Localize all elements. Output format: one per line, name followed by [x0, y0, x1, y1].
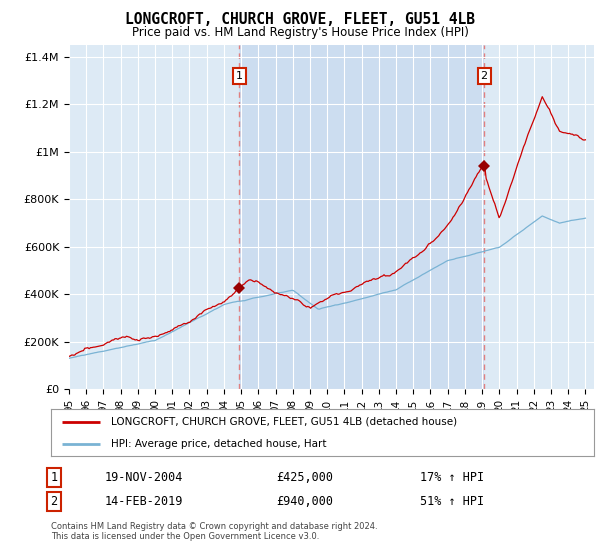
Text: LONGCROFT, CHURCH GROVE, FLEET, GU51 4LB: LONGCROFT, CHURCH GROVE, FLEET, GU51 4LB: [125, 12, 475, 27]
Text: HPI: Average price, detached house, Hart: HPI: Average price, detached house, Hart: [111, 438, 326, 449]
Text: 19-NOV-2004: 19-NOV-2004: [105, 470, 184, 484]
Text: 2: 2: [50, 494, 58, 508]
Text: Contains HM Land Registry data © Crown copyright and database right 2024.
This d: Contains HM Land Registry data © Crown c…: [51, 522, 377, 542]
Text: LONGCROFT, CHURCH GROVE, FLEET, GU51 4LB (detached house): LONGCROFT, CHURCH GROVE, FLEET, GU51 4LB…: [111, 417, 457, 427]
Text: 17% ↑ HPI: 17% ↑ HPI: [420, 470, 484, 484]
Text: 14-FEB-2019: 14-FEB-2019: [105, 494, 184, 508]
Text: Price paid vs. HM Land Registry's House Price Index (HPI): Price paid vs. HM Land Registry's House …: [131, 26, 469, 39]
Bar: [239, 45, 484, 389]
Text: 1: 1: [236, 71, 243, 81]
Text: 2: 2: [481, 71, 488, 81]
Text: 1: 1: [50, 470, 58, 484]
Text: £940,000: £940,000: [276, 494, 333, 508]
Text: 51% ↑ HPI: 51% ↑ HPI: [420, 494, 484, 508]
Text: £425,000: £425,000: [276, 470, 333, 484]
